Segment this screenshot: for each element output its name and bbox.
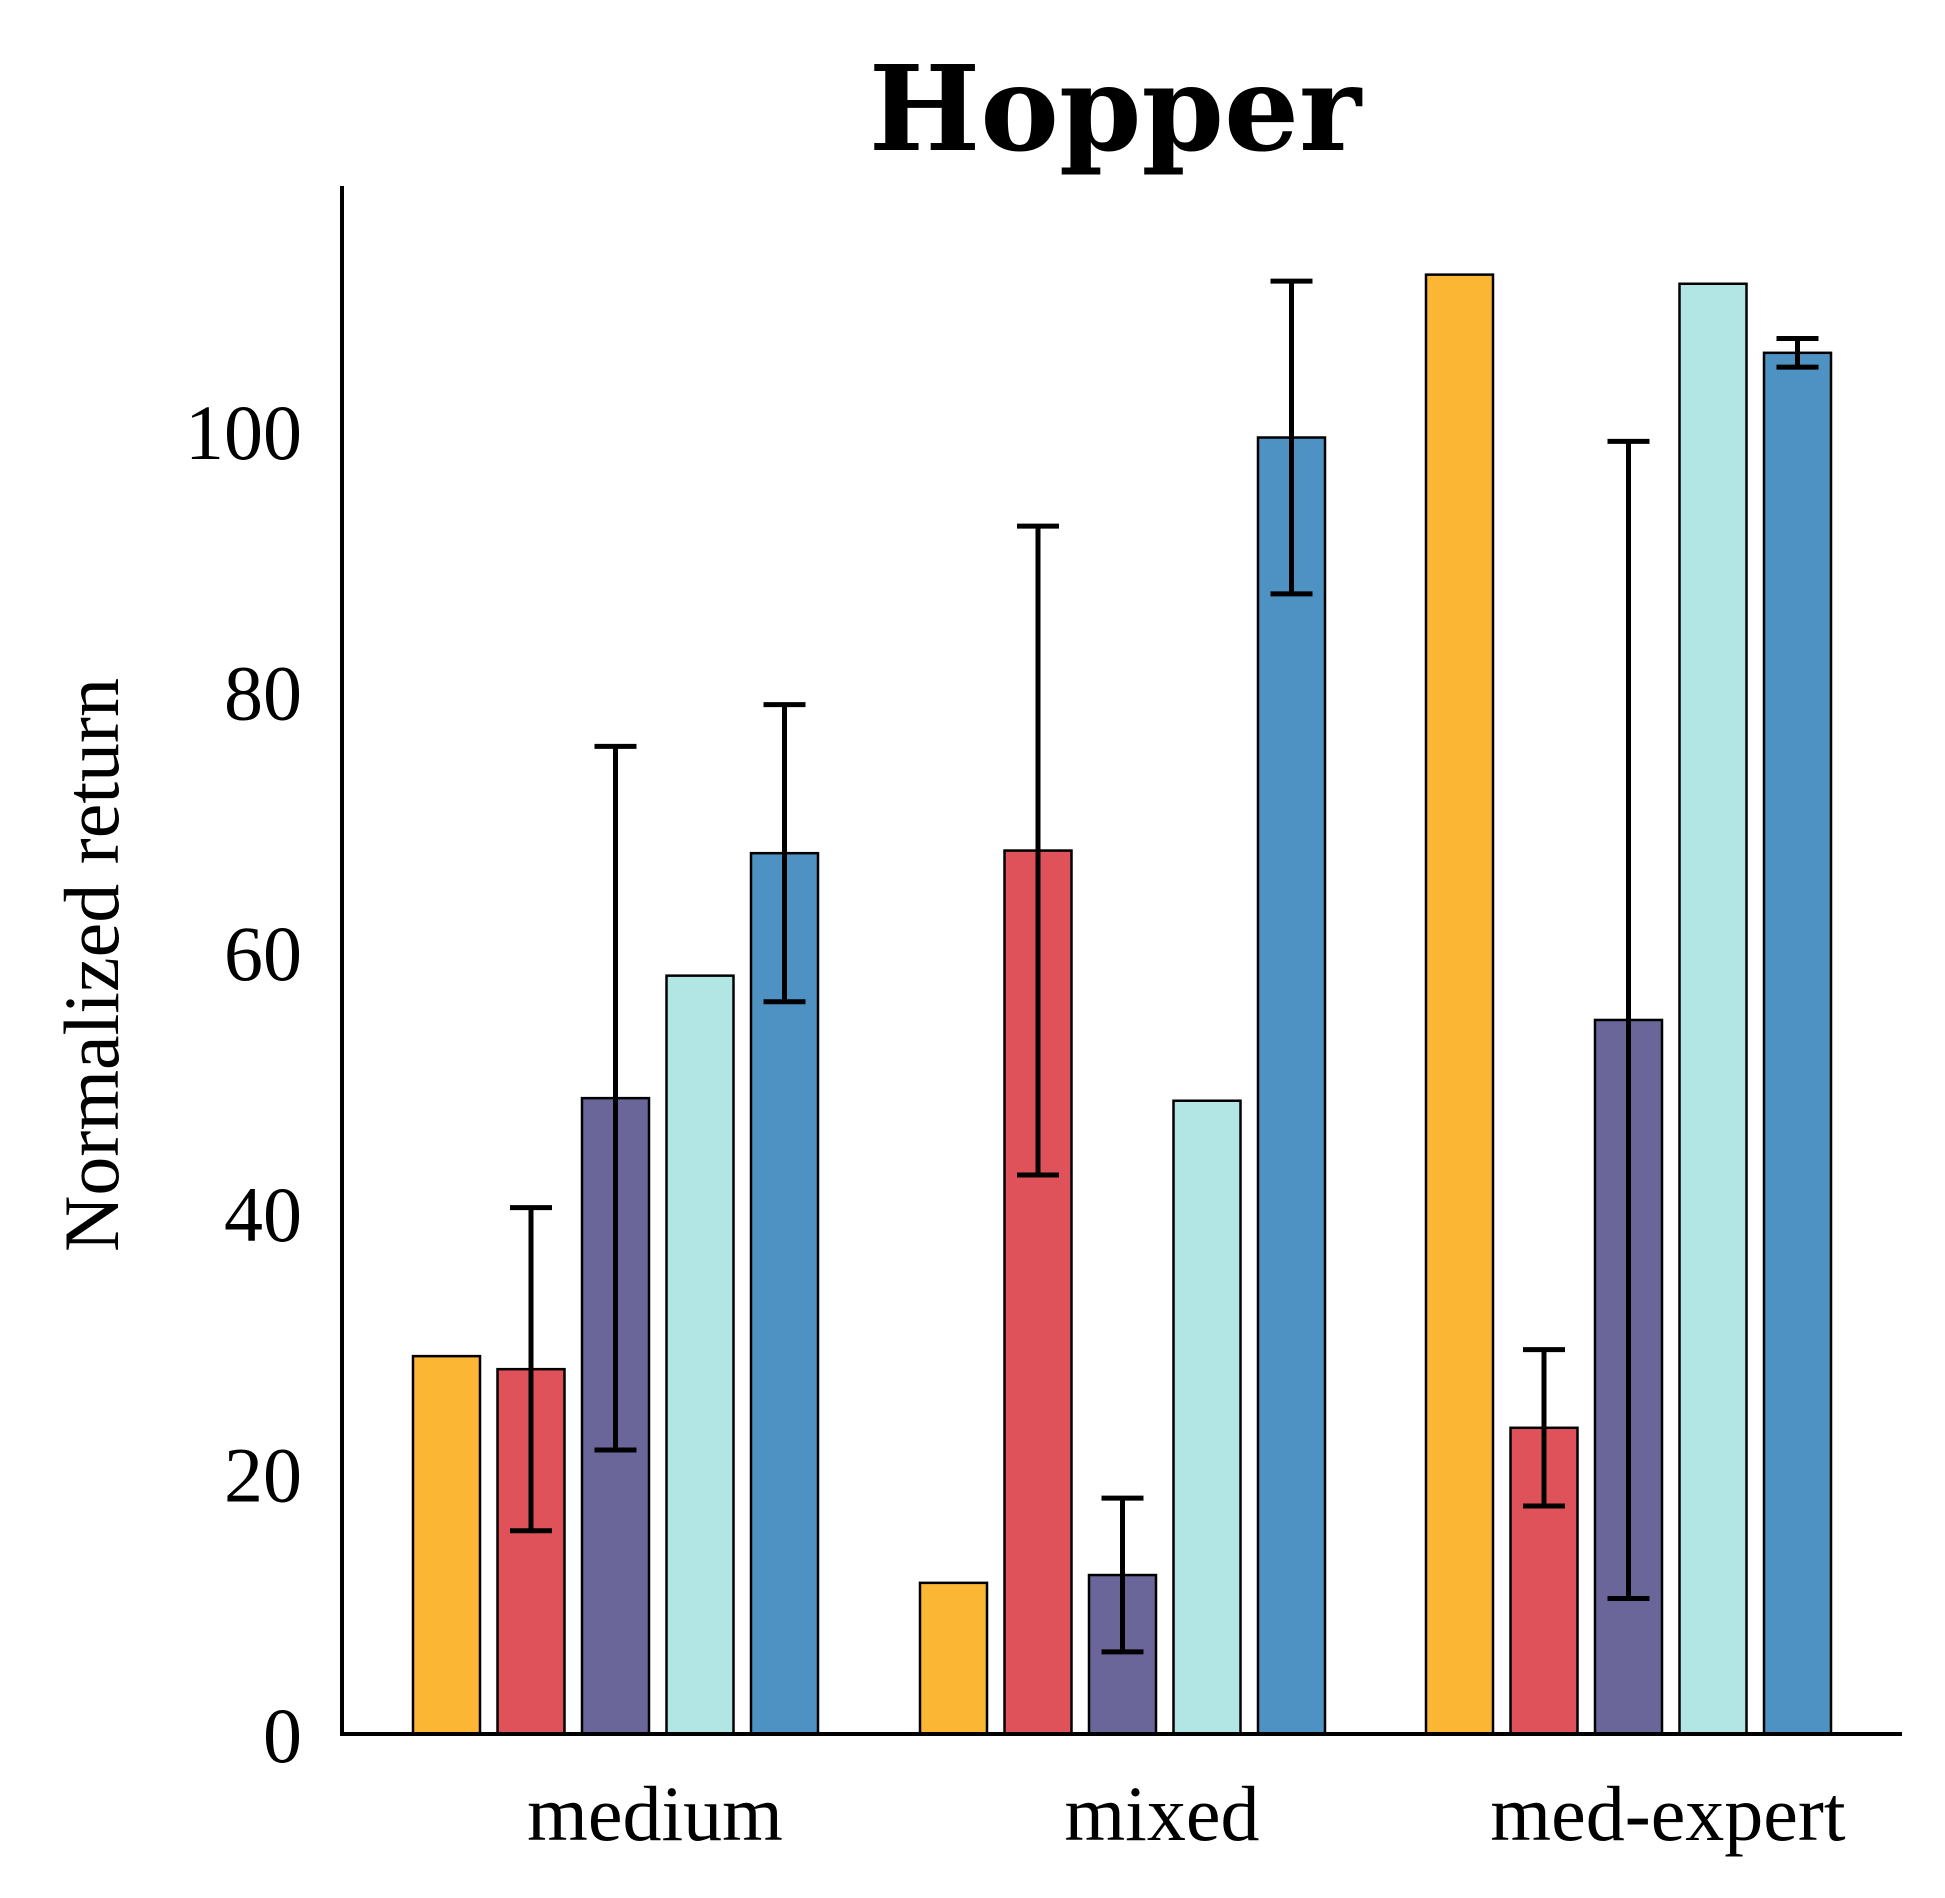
x-tick-label-mixed: mixed <box>1065 1770 1260 1857</box>
bar-series-4-med-expert <box>1678 282 1748 1736</box>
error-bar-series-3-mixed <box>1101 1495 1144 1655</box>
error-bar-series-2-medium <box>510 1205 552 1534</box>
bar-series-1-med-expert <box>1424 273 1495 1736</box>
error-bar-series-3-medium <box>594 743 637 1453</box>
error-bar-series-5-medium <box>763 702 806 1005</box>
x-tick-label-med-expert: med-expert <box>1490 1770 1845 1857</box>
error-bar-series-3-med-expert <box>1607 438 1650 1601</box>
bar-series-1-mixed <box>918 1581 989 1736</box>
error-bar-series-2-mixed <box>1017 523 1059 1178</box>
bar-series-5-med-expert <box>1762 351 1833 1736</box>
y-tick-label-40: 40 <box>224 1171 302 1258</box>
x-ticks: medium mixed med-expert <box>527 1770 1846 1857</box>
error-bars-layer <box>510 278 1819 1655</box>
bar-series-4-medium <box>665 974 735 1736</box>
y-tick-label-100: 100 <box>185 389 302 476</box>
bar-series-5-mixed <box>1256 436 1327 1736</box>
bar-series-2-medium <box>496 1367 566 1736</box>
y-axis-label: Normalized return <box>48 678 135 1252</box>
error-bar-series-2-med-expert <box>1523 1347 1565 1509</box>
y-tick-label-60: 60 <box>224 910 302 997</box>
y-tick-label-0: 0 <box>263 1692 302 1779</box>
bar-series-4-mixed <box>1172 1099 1242 1736</box>
error-bar-series-5-med-expert <box>1776 335 1819 370</box>
x-tick-label-medium: medium <box>527 1770 783 1857</box>
y-tick-label-20: 20 <box>224 1431 302 1518</box>
chart-title: Hopper <box>869 39 1363 178</box>
error-bar-series-5-mixed <box>1270 278 1313 597</box>
y-ticks: 0 20 40 60 80 100 <box>185 389 302 1779</box>
bar-series-1-medium <box>411 1354 482 1736</box>
y-tick-label-80: 80 <box>224 650 302 737</box>
